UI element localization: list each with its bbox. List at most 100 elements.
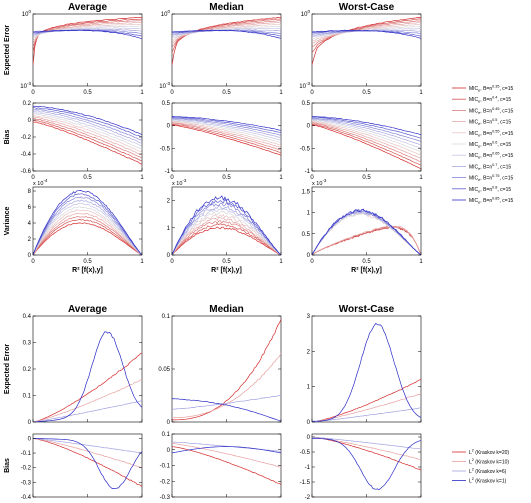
y-tick-label: -0.5: [300, 450, 311, 456]
series-line-10: [312, 30, 421, 37]
y-tick-label: 0: [307, 124, 311, 130]
series-line-2: [172, 443, 281, 468]
x-tick-label: 0.5: [362, 90, 371, 96]
series-line-10: [172, 29, 281, 37]
x-tick-label: 0.5: [83, 259, 92, 265]
y-tick-label: -1.5: [300, 480, 311, 486]
y-tick-label: 10-3: [299, 81, 310, 90]
series-line-4: [33, 331, 142, 422]
series-line-3: [33, 400, 142, 422]
x-tick-label: 0: [170, 259, 174, 265]
series-line-3: [33, 438, 142, 454]
series-line-1: [33, 438, 142, 487]
series-line-5: [312, 23, 421, 42]
plot-frame: [171, 186, 282, 256]
series-line-4: [33, 116, 142, 156]
y-tick-label: 1.5: [302, 189, 311, 195]
series-line-3: [172, 122, 281, 151]
l2-expected-error-panel-2: 0 0.05 0.1: [158, 314, 282, 426]
y-tick-label: 0: [167, 420, 171, 426]
column-title: Average: [68, 304, 108, 315]
series-line-3: [33, 117, 142, 159]
series-line-5: [312, 121, 421, 156]
legend-entry: MICe, B=n0.7, c=15: [469, 163, 511, 171]
series-line-3: [172, 220, 281, 255]
y-tick-label: -0.2: [21, 135, 32, 141]
series-line-1: [33, 222, 142, 255]
y-tick-label: -1: [305, 465, 311, 471]
mic-variance-panel-1: 0 2 4 6 8 0 0.5 1: [28, 186, 144, 265]
x-tick-label: 1: [279, 90, 283, 96]
x-tick-label: 1: [419, 259, 423, 265]
y-tick-label: 0: [28, 420, 32, 426]
series-line-4: [312, 22, 421, 44]
series-line-7: [33, 202, 142, 255]
y-tick-label: 0.1: [23, 394, 32, 400]
plot-frame: [32, 186, 143, 256]
y-tick-label: -1: [305, 169, 311, 175]
mic-variance-panel-2: 0 1 2 0 0.5 1: [167, 186, 283, 265]
plot-frame: [311, 13, 422, 87]
plot-frame: [311, 186, 422, 256]
series-line-4: [172, 121, 281, 148]
series-line-10: [33, 107, 142, 138]
x-axis-label: R² [f(x),y]: [211, 267, 242, 274]
x-tick-label: 1: [140, 175, 144, 181]
column-title: Worst-Case: [339, 304, 395, 315]
legend-entry: MICe, B=n0.6, c=15: [469, 141, 511, 149]
series-line-2: [312, 123, 421, 166]
mic-bias-panel-1: 0.20-0.2-0.4-0.60 0.5 1: [21, 101, 145, 181]
y-tick-label: -0.6: [21, 169, 32, 175]
y-tick-label: 2: [167, 199, 171, 205]
series-line-9: [33, 109, 142, 141]
series-line-11: [33, 105, 142, 135]
series-line-11: [172, 29, 281, 39]
y-tick-label: 100: [301, 9, 311, 18]
y-tick-label: 2: [307, 349, 311, 355]
series-line-1: [172, 446, 281, 485]
series-line-3: [172, 395, 281, 410]
y-tick-label: -0.3: [21, 480, 32, 486]
series-line-8: [33, 199, 142, 255]
l2-expected-error-panel-1: 0 0.1 0.2 0.3 0.4: [23, 314, 143, 426]
x-tick-label: 1: [419, 175, 423, 181]
y-tick-label: -0.4: [21, 152, 32, 158]
l2-bias-panel-1: 0 -0.1 -0.2 -0.3 -0.4: [21, 433, 143, 501]
series-line-9: [33, 196, 142, 255]
x-tick-label: 0.5: [83, 175, 92, 181]
column-title: Worst-Case: [339, 2, 395, 13]
series-line-8: [33, 110, 142, 144]
y-tick-label: 1: [307, 211, 311, 217]
plot-frame: [32, 315, 143, 423]
y-tick-label: 0.3: [23, 341, 32, 347]
series-line-2: [33, 438, 142, 468]
series-line-10: [312, 116, 421, 139]
legend-entry: MICe, B=n0.8, c=15: [469, 185, 511, 193]
series-line-2: [33, 378, 142, 422]
x-tick-label: 0: [31, 90, 35, 96]
y-tick-label: -0.3: [160, 495, 171, 501]
series-line-8: [172, 118, 281, 138]
y-tick-label: -0.5: [160, 146, 171, 152]
row-label: Variance: [4, 206, 11, 235]
row-label: Bias: [4, 458, 11, 473]
y-tick-label: 0: [167, 448, 171, 454]
y-tick-label: 0: [307, 420, 311, 426]
series-line-10: [172, 116, 281, 133]
legend-entry: MICe, B=n0.4, c=15: [469, 96, 511, 104]
variance-multiplier: x 10-3: [172, 178, 187, 187]
series-line-6: [312, 120, 421, 153]
y-tick-label: 8: [28, 189, 32, 195]
plot-frame: [171, 433, 282, 498]
series-line-9: [312, 117, 421, 143]
x-tick-label: 0: [310, 259, 314, 265]
plot-frame: [171, 102, 282, 172]
plot-frame: [32, 433, 143, 498]
series-line-11: [33, 29, 142, 39]
variance-multiplier: x 10-3: [312, 178, 327, 187]
series-line-3: [33, 20, 142, 48]
series-line-5: [33, 115, 142, 153]
y-tick-label: 0: [167, 124, 171, 130]
legend-entry: MICe, B=n0.35, c=15: [469, 85, 513, 93]
series-line-11: [172, 116, 281, 131]
